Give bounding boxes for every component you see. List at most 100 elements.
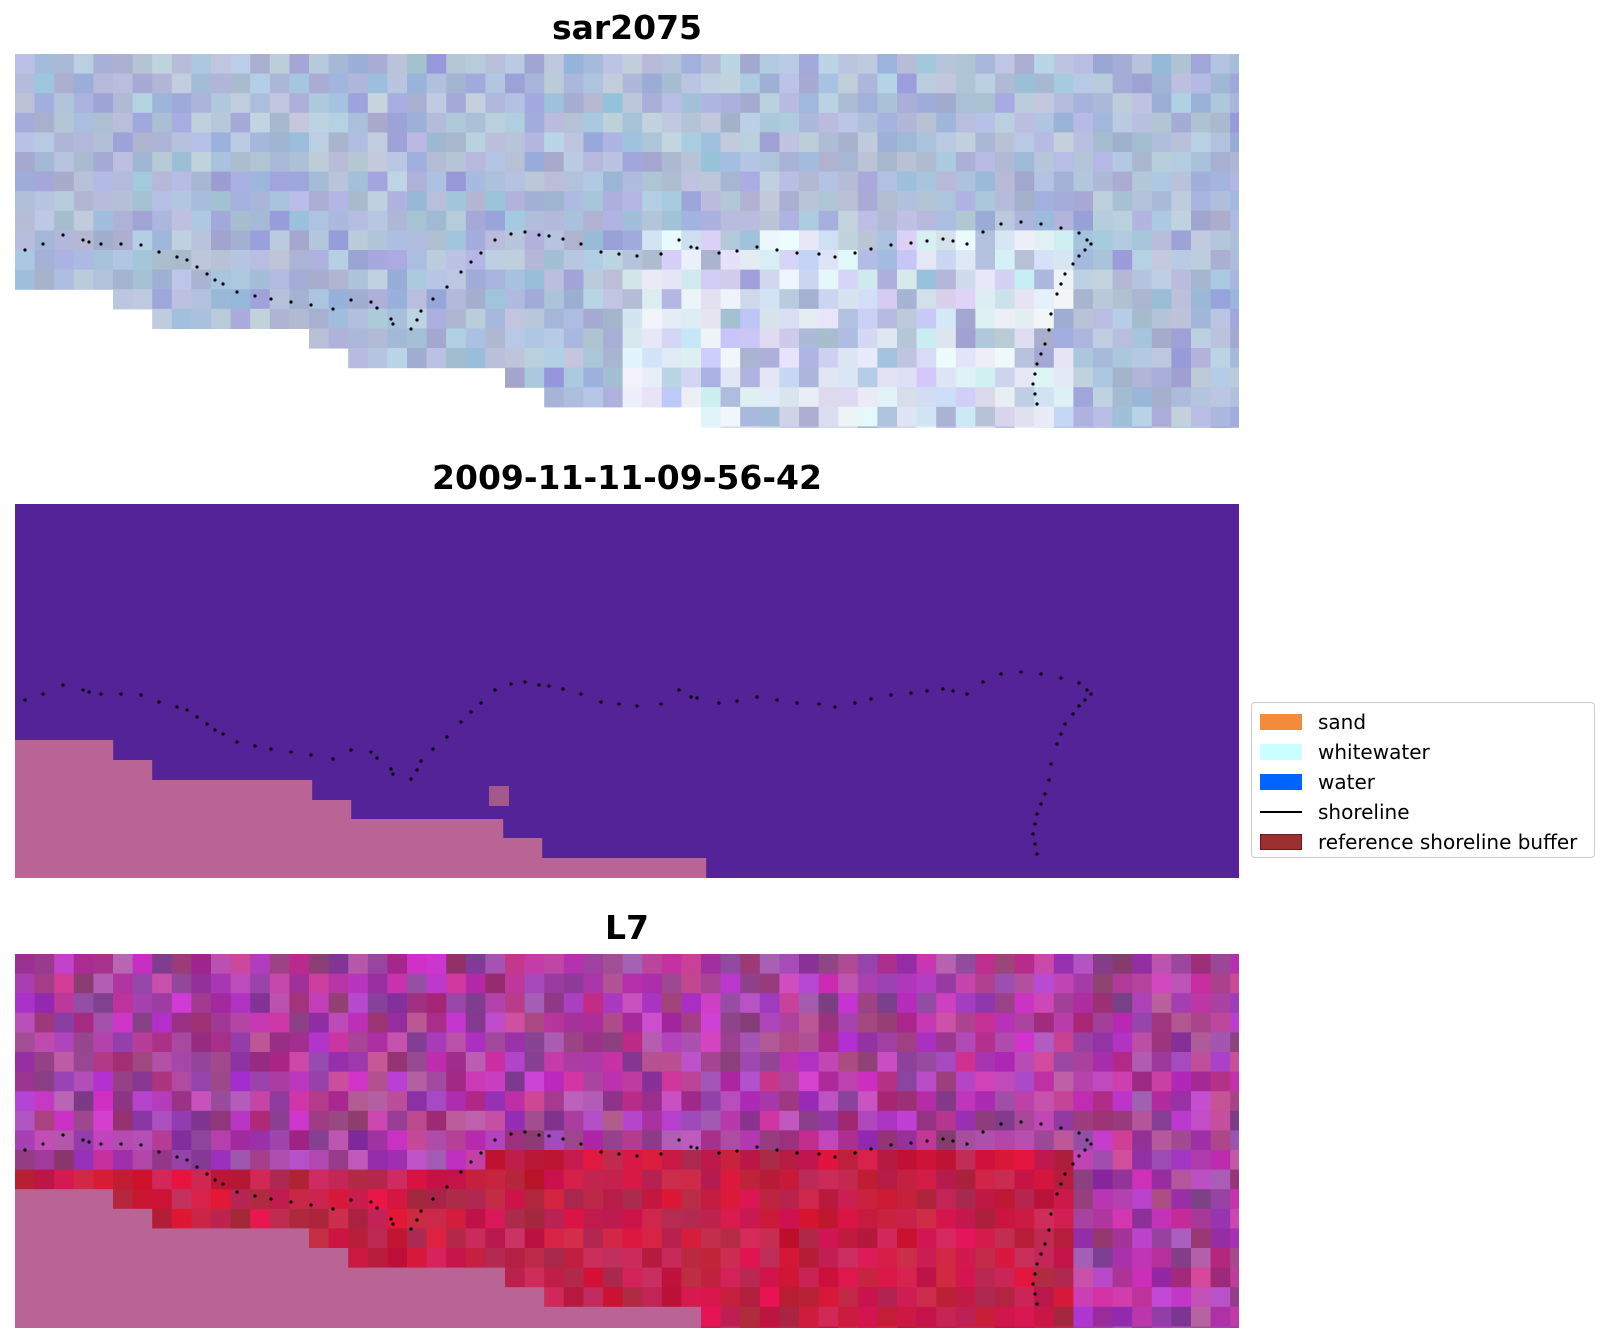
shoreline-point	[415, 318, 419, 322]
shoreline-point	[1043, 1242, 1047, 1246]
shoreline-point	[1033, 842, 1037, 846]
shoreline-point	[213, 1178, 217, 1182]
shoreline-point	[195, 715, 199, 719]
shoreline-point	[1039, 672, 1043, 676]
shoreline-point	[1089, 1142, 1093, 1146]
shoreline-point	[579, 1142, 583, 1146]
shoreline-point	[469, 1160, 473, 1164]
shoreline-point	[1077, 1154, 1081, 1158]
shoreline-point	[941, 1137, 945, 1141]
shoreline-point	[1077, 681, 1081, 685]
shoreline-point	[547, 234, 551, 238]
shoreline-point	[1047, 328, 1051, 332]
shoreline-point	[909, 241, 913, 245]
water-swatch	[1260, 774, 1302, 790]
shoreline-points	[23, 1120, 1093, 1306]
shoreline-point	[941, 687, 945, 691]
shoreline-point	[1031, 382, 1035, 386]
shoreline-point	[459, 720, 463, 724]
shoreline-point	[689, 1145, 693, 1149]
shoreline-points	[23, 670, 1093, 856]
legend-item-buffer: reference shoreline buffer	[1260, 830, 1577, 854]
legend-item-whitewater: whitewater	[1260, 740, 1430, 764]
legend-item-shoreline: shoreline	[1260, 800, 1410, 824]
shoreline-point	[999, 222, 1003, 226]
shoreline-point	[349, 748, 353, 752]
shoreline-point	[419, 759, 423, 763]
shoreline-point	[853, 251, 857, 255]
shoreline-point	[87, 690, 91, 694]
shoreline-point	[349, 298, 353, 302]
shoreline-point	[635, 1154, 639, 1158]
shoreline-point	[1063, 1172, 1067, 1176]
shoreline-point	[195, 1165, 199, 1169]
shoreline-point	[925, 239, 929, 243]
shoreline-point	[269, 297, 273, 301]
shoreline-point	[445, 735, 449, 739]
shoreline-point	[1039, 352, 1043, 356]
shoreline-point	[391, 1222, 395, 1226]
shoreline-point	[889, 243, 893, 247]
shoreline-point	[1019, 670, 1023, 674]
shoreline-point	[951, 689, 955, 693]
shoreline-point	[833, 255, 837, 259]
shoreline-point	[331, 307, 335, 311]
whitewater-swatch	[1260, 744, 1302, 760]
shoreline-point	[391, 322, 395, 326]
shoreline-point	[269, 1197, 273, 1201]
l7-image-panel	[15, 954, 1239, 1328]
shoreline-point	[689, 695, 693, 699]
shoreline-point	[695, 1146, 699, 1150]
shoreline-point	[951, 239, 955, 243]
shoreline-point	[717, 251, 721, 255]
shoreline-point	[735, 249, 739, 253]
shoreline-point	[415, 768, 419, 772]
shoreline-point	[1059, 226, 1063, 230]
shoreline-point	[269, 747, 273, 751]
shoreline-point	[23, 1148, 27, 1152]
shoreline-point	[1019, 1120, 1023, 1124]
shoreline-point	[735, 699, 739, 703]
shoreline-point	[119, 692, 123, 696]
shoreline-point	[965, 1142, 969, 1146]
shoreline-point	[755, 245, 759, 249]
shoreline-point	[1039, 802, 1043, 806]
buffer-swatch	[1260, 834, 1302, 850]
shoreline-point	[185, 1158, 189, 1162]
shoreline-point	[561, 237, 565, 241]
shoreline-point	[41, 692, 45, 696]
shoreline-point	[1085, 688, 1089, 692]
shoreline-point	[87, 240, 91, 244]
shoreline-point	[99, 692, 103, 696]
shoreline-point	[537, 1133, 541, 1137]
shoreline-point	[369, 1200, 373, 1204]
shoreline-point	[99, 1142, 103, 1146]
shoreline-point	[235, 740, 239, 744]
shoreline-point	[635, 254, 639, 258]
shoreline-point	[213, 278, 217, 282]
shoreline-point	[221, 1182, 225, 1186]
shoreline-point	[755, 1145, 759, 1149]
shoreline-point	[853, 701, 857, 705]
shoreline-point	[1085, 1138, 1089, 1142]
shoreline-point	[795, 1151, 799, 1155]
shoreline-point	[1083, 248, 1087, 252]
shoreline-point	[999, 672, 1003, 676]
shoreline-point	[561, 687, 565, 691]
shoreline-point	[1059, 676, 1063, 680]
shoreline-point	[431, 297, 435, 301]
shoreline-point	[419, 1209, 423, 1213]
shoreline-point	[139, 693, 143, 697]
shoreline-point	[309, 303, 313, 307]
shoreline-point	[659, 1152, 663, 1156]
panel-title-l7: L7	[605, 908, 649, 947]
shoreline-point	[1059, 1126, 1063, 1130]
shoreline-point	[99, 242, 103, 246]
shoreline-point	[677, 688, 681, 692]
shoreline-point	[1033, 822, 1037, 826]
shoreline-point	[409, 1227, 413, 1231]
shoreline-points	[23, 220, 1093, 406]
shoreline-point	[537, 233, 541, 237]
legend-label-sand: sand	[1318, 710, 1367, 734]
shoreline-point	[459, 1170, 463, 1174]
